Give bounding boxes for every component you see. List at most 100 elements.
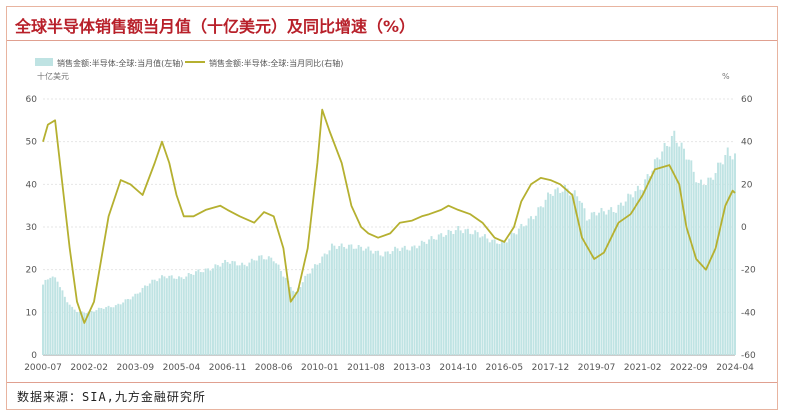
bar [241, 262, 244, 355]
bar [683, 148, 685, 355]
left-axis-tick-label: 0 [31, 351, 37, 361]
bar [420, 240, 423, 355]
bar [294, 291, 297, 355]
bar [360, 246, 363, 355]
bar [454, 230, 457, 355]
bar [93, 311, 95, 355]
bar [318, 263, 321, 355]
bar [721, 164, 724, 355]
bar [131, 296, 134, 355]
bar [525, 225, 528, 355]
bar [709, 177, 712, 355]
bar [564, 184, 567, 355]
bar [333, 245, 336, 355]
bar [175, 278, 178, 355]
bar [144, 285, 146, 355]
bar [258, 255, 261, 355]
bar [374, 250, 377, 355]
bar [488, 242, 491, 355]
bar [534, 215, 537, 355]
bar [199, 272, 202, 355]
chart-title: 全球半导体销售额当月值（十亿美元）及同比增速（%） [15, 17, 416, 36]
bar [275, 263, 278, 355]
bar [350, 244, 353, 355]
bar [66, 302, 69, 355]
bar [440, 233, 443, 355]
right-axis-tick-label: -20 [741, 266, 756, 276]
bar [129, 299, 132, 355]
bar [598, 212, 600, 355]
bar [107, 305, 110, 355]
bar [595, 215, 598, 355]
bar [313, 264, 316, 355]
bar [428, 239, 431, 355]
bar [403, 245, 406, 355]
bar [228, 263, 231, 355]
bar [702, 185, 705, 355]
bar [212, 268, 214, 355]
x-axis-labels: 2000-07 2002-02 2003-09 2005-04 2006-11 2008-… [24, 363, 754, 373]
bar [262, 259, 265, 355]
bar [593, 211, 596, 355]
bar [629, 194, 632, 355]
bar [124, 299, 127, 355]
bar [617, 204, 620, 355]
bar [226, 262, 229, 355]
bar [585, 220, 588, 355]
bar [59, 287, 61, 355]
x-axis-tick-label: 2013-03 [393, 363, 431, 373]
bar [666, 146, 668, 355]
bar [260, 255, 263, 355]
bar [379, 255, 382, 355]
bar [63, 296, 66, 355]
bar [466, 228, 469, 355]
bar [377, 250, 380, 355]
chart-panel: 全球半导体销售额当月值（十亿美元）及同比增速（%） 销售金额:半导体:全球:当月… [6, 6, 778, 410]
grid [43, 98, 735, 356]
x-axis-tick-label: 2024-04 [716, 363, 754, 373]
line-series [42, 108, 736, 324]
bar [381, 256, 384, 355]
legend-label-bars: 销售金额:半导体:全球:当月值(左轴) [57, 58, 183, 68]
bar [712, 179, 715, 355]
bar [158, 278, 161, 355]
bar [517, 228, 520, 355]
bar [255, 260, 258, 355]
bar [148, 283, 151, 355]
bar [496, 243, 499, 355]
left-axis-tick-label: 50 [26, 138, 38, 148]
bar [447, 229, 450, 355]
bar [391, 251, 394, 355]
bar [583, 208, 586, 355]
right-axis-tick-label: 60 [741, 95, 753, 105]
bar [700, 179, 702, 355]
bar [685, 159, 688, 355]
bar [253, 260, 256, 355]
bar [474, 230, 477, 355]
bar [505, 242, 508, 355]
legend-swatch-bars [35, 58, 53, 66]
bar [49, 277, 52, 355]
bar [270, 257, 273, 355]
right-axis-tick-label: 0 [741, 223, 747, 233]
bar [578, 200, 581, 355]
bar [530, 216, 533, 355]
bar [549, 194, 552, 355]
bar [330, 243, 333, 355]
bar [445, 235, 448, 355]
bar [479, 237, 482, 355]
bar [498, 244, 501, 355]
bar [491, 239, 494, 355]
bar [663, 142, 666, 355]
bar [296, 288, 299, 355]
bar [641, 190, 644, 355]
left-axis-unit: 十亿美元 [37, 71, 69, 81]
bar [554, 189, 557, 355]
bar [190, 273, 193, 355]
bar [110, 307, 112, 355]
legend-label-line: 销售金额:半导体:全球:当月同比(右轴) [209, 58, 343, 68]
bar [56, 281, 59, 355]
bar [340, 243, 343, 355]
bar [238, 265, 241, 355]
bar [646, 174, 649, 355]
